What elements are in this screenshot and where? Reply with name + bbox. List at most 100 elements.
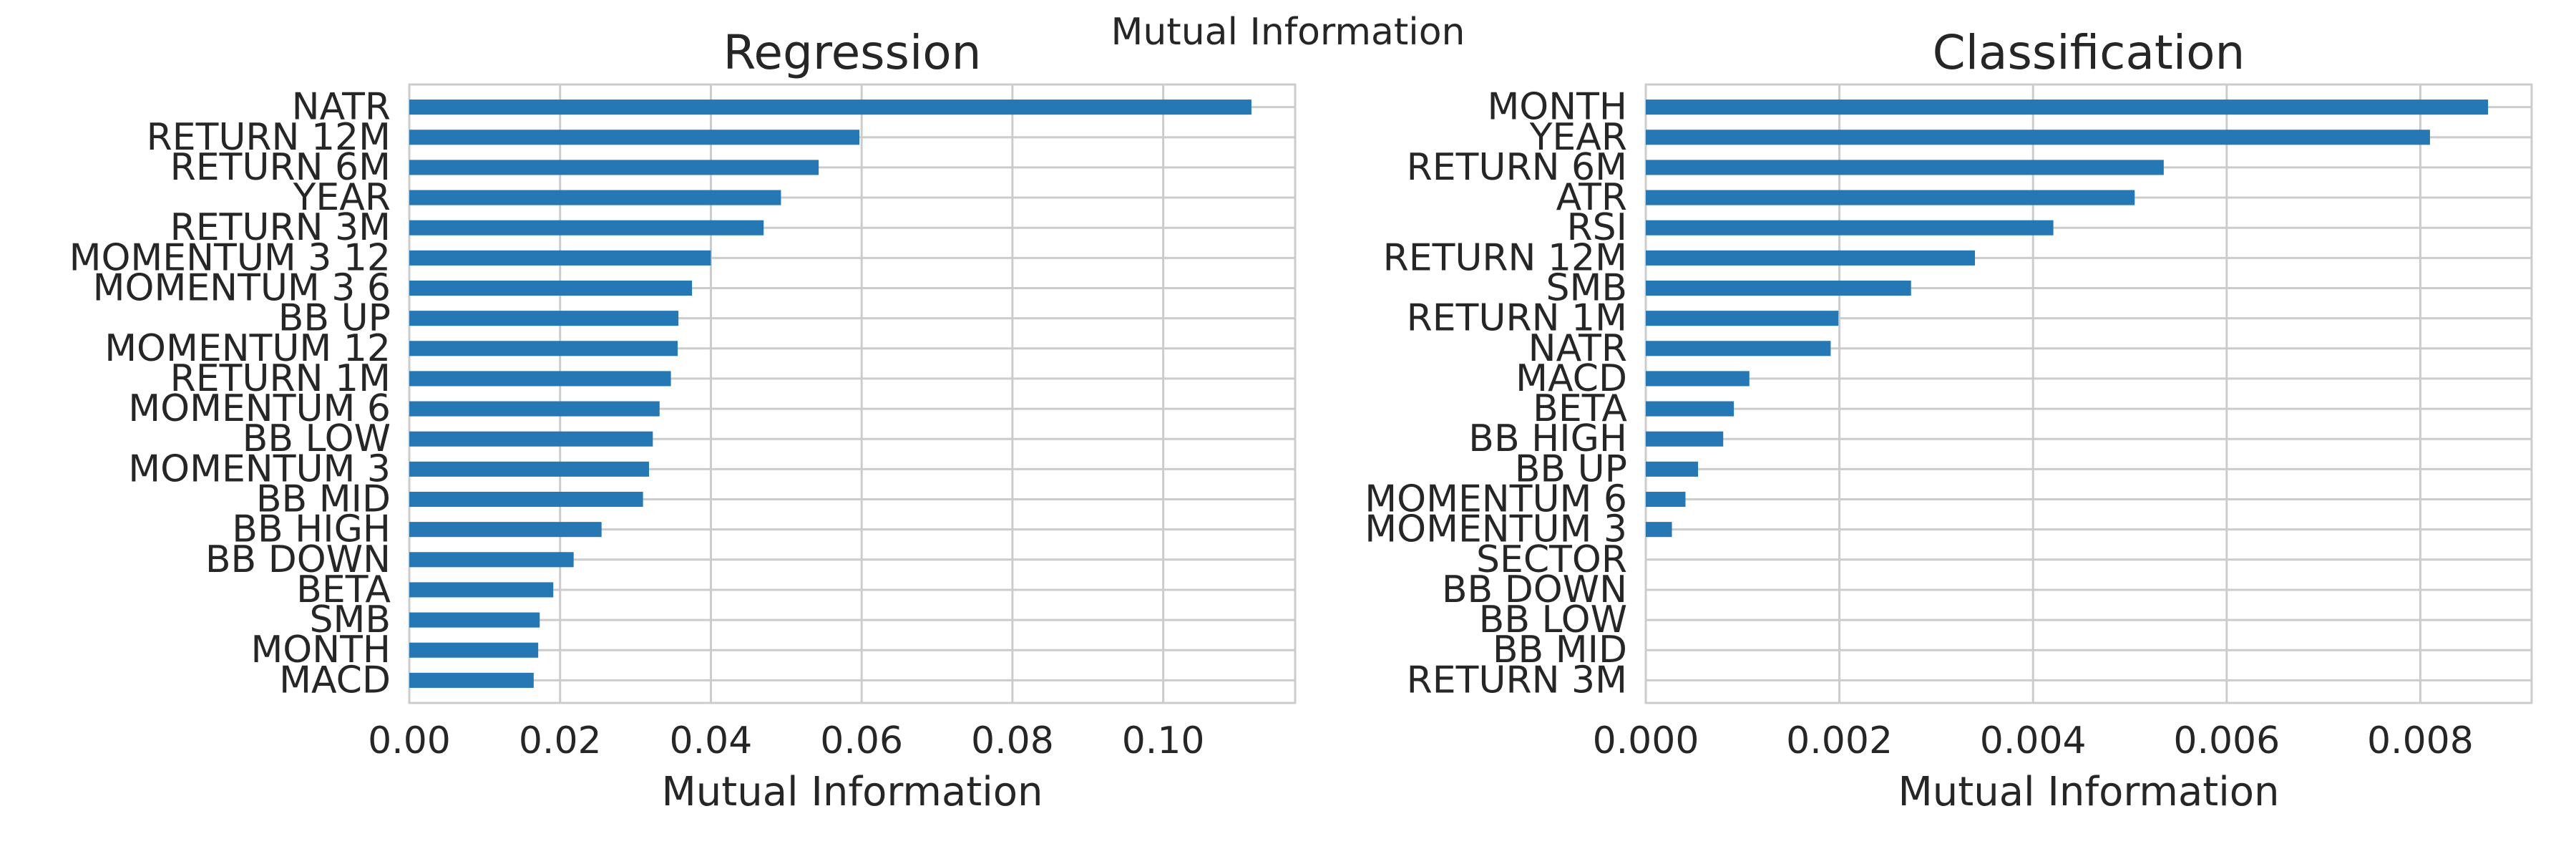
regression-xtick-label: 0.04 (670, 719, 753, 762)
classification-plot-frame (1644, 83, 2533, 704)
classification-ytick-label: MACD (1516, 357, 1627, 400)
regression-ytick-label: RETURN 6M (170, 146, 391, 189)
regression-title: Regression (723, 25, 981, 80)
regression-bar (409, 311, 679, 326)
regression-ytick-label: NATR (292, 86, 391, 129)
regression-bar (409, 130, 860, 145)
classification-bar (1646, 311, 1839, 326)
regression-bar (409, 341, 678, 356)
regression-bar (409, 160, 819, 175)
classification-ytick-label: SMB (1546, 266, 1627, 309)
classification-ytick-label: RETURN 6M (1407, 146, 1627, 189)
regression-bar (409, 401, 660, 417)
regression-bar (409, 100, 1252, 115)
regression-plot-frame (408, 83, 1297, 704)
regression-ytick-label: MOMENTUM 3 6 (93, 266, 391, 309)
classification-xtick-label: 0.006 (2173, 719, 2280, 762)
regression-ytick-label: MACD (279, 659, 391, 702)
classification-bar (1646, 461, 1699, 477)
classification-ytick-label: SECTOR (1476, 538, 1627, 581)
regression-ytick-label: BETA (296, 568, 391, 611)
classification-xlabel: Mutual Information (1898, 769, 2279, 815)
regression-xlabel: Mutual Information (661, 769, 1043, 815)
classification-gridlines (1644, 84, 2532, 703)
regression-ytick-label: MOMENTUM 12 (104, 327, 391, 370)
regression-bar (409, 612, 540, 628)
classification-ytick-label: RETURN 1M (1407, 297, 1627, 340)
classification-bar (1646, 130, 2430, 145)
regression-bars (409, 100, 1252, 688)
classification-xtick-label: 0.004 (1980, 719, 2087, 762)
regression-bar (409, 220, 764, 236)
classification-ytick-label: BB HIGH (1468, 417, 1627, 460)
regression-bar (409, 461, 650, 477)
classification-bar (1646, 250, 1976, 266)
classification-xtick-label: 0.000 (1593, 719, 1699, 762)
classification-ytick-label: NATR (1528, 327, 1627, 370)
classification-ytick-label: BB LOW (1479, 598, 1627, 641)
regression-bar (409, 431, 653, 447)
classification-xtick-label: 0.002 (1786, 719, 1893, 762)
regression-bar (409, 582, 554, 598)
classification-ytick-label: RETURN 3M (1407, 659, 1627, 702)
classification-bar (1646, 431, 1724, 447)
regression-ytick-label: MOMENTUM 6 (128, 387, 391, 430)
regression-bar (409, 552, 574, 568)
regression-ytick-label: RETURN 12M (147, 116, 391, 159)
regression-bar (409, 672, 534, 688)
classification-bars (1646, 100, 2489, 538)
regression-gridlines (408, 84, 1295, 703)
classification-ytick-label: ATR (1556, 176, 1627, 219)
regression-ytick-label: MOMENTUM 3 (128, 447, 391, 490)
regression-ytick-label: BB MID (256, 478, 391, 521)
classification-ytick-label: RETURN 12M (1383, 236, 1627, 279)
classification-bar (1646, 160, 2164, 175)
classification-bar (1646, 522, 1672, 538)
regression-xtick-label: 0.10 (1122, 719, 1205, 762)
classification-bar (1646, 401, 1735, 417)
classification-bar (1646, 220, 2054, 236)
regression-bar (409, 491, 643, 508)
regression-ytick-label: BB HIGH (232, 508, 391, 551)
regression-ytick-label: SMB (309, 598, 391, 641)
regression-ytick-label: RETURN 3M (170, 206, 391, 249)
classification-bar (1646, 190, 2135, 205)
regression-ytick-label: BB DOWN (205, 538, 391, 581)
classification-ytick-label: MOMENTUM 6 (1365, 478, 1627, 521)
classification-panel: Classification Mutual Information MONTHY… (1365, 25, 2533, 815)
regression-bar (409, 371, 671, 387)
regression-ytick-label: YEAR (293, 176, 391, 219)
regression-ytick-label: MOMENTUM 3 12 (69, 236, 391, 279)
classification-bar (1646, 280, 1911, 296)
classification-ytick-label: BB DOWN (1442, 568, 1627, 611)
classification-ytick-label: BB UP (1515, 447, 1627, 490)
classification-bar (1646, 491, 1686, 508)
classification-ytick-label: BB MID (1493, 629, 1627, 671)
classification-bar (1646, 341, 1831, 356)
regression-bar (409, 280, 693, 296)
regression-bar (409, 190, 781, 205)
figure-suptitle: Mutual Information (1111, 11, 1465, 54)
regression-bar (409, 642, 539, 658)
regression-ytick-label: MONTH (250, 629, 391, 671)
regression-panel: Regression Mutual Information NATRRETURN… (69, 25, 1297, 815)
regression-ytick-label: RETURN 1M (170, 357, 391, 400)
classification-ytick-label: RSI (1567, 206, 1627, 249)
classification-ytick-label: BETA (1533, 387, 1627, 430)
regression-xtick-label: 0.02 (519, 719, 602, 762)
regression-ytick-label: BB UP (278, 297, 391, 340)
regression-bar (409, 250, 711, 266)
regression-xtick-label: 0.00 (368, 719, 451, 762)
classification-title: Classification (1933, 25, 2245, 80)
regression-bar (409, 522, 602, 538)
regression-xtick-label: 0.08 (971, 719, 1054, 762)
classification-xtick-label: 0.008 (2367, 719, 2474, 762)
classification-bar (1646, 371, 1750, 387)
regression-ytick-label: BB LOW (243, 417, 391, 460)
regression-xtick-label: 0.06 (820, 719, 903, 762)
classification-ytick-label: MOMENTUM 3 (1365, 508, 1627, 551)
classification-bar (1646, 100, 2489, 115)
classification-ytick-label: MONTH (1487, 86, 1627, 129)
classification-ytick-label: YEAR (1529, 116, 1627, 159)
